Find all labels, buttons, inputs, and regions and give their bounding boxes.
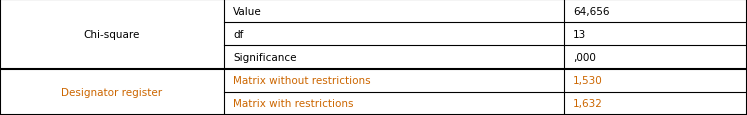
Text: Significance: Significance	[233, 53, 297, 62]
Text: Matrix without restrictions: Matrix without restrictions	[233, 76, 371, 85]
Text: Designator register: Designator register	[61, 87, 163, 97]
Text: 1,632: 1,632	[573, 99, 603, 108]
Text: 64,656: 64,656	[573, 7, 610, 16]
Text: 13: 13	[573, 30, 586, 39]
Text: Value: Value	[233, 7, 261, 16]
Text: df: df	[233, 30, 244, 39]
Text: Matrix with restrictions: Matrix with restrictions	[233, 99, 353, 108]
Text: Chi-square: Chi-square	[84, 30, 140, 39]
Text: ,000: ,000	[573, 53, 596, 62]
Text: 1,530: 1,530	[573, 76, 603, 85]
